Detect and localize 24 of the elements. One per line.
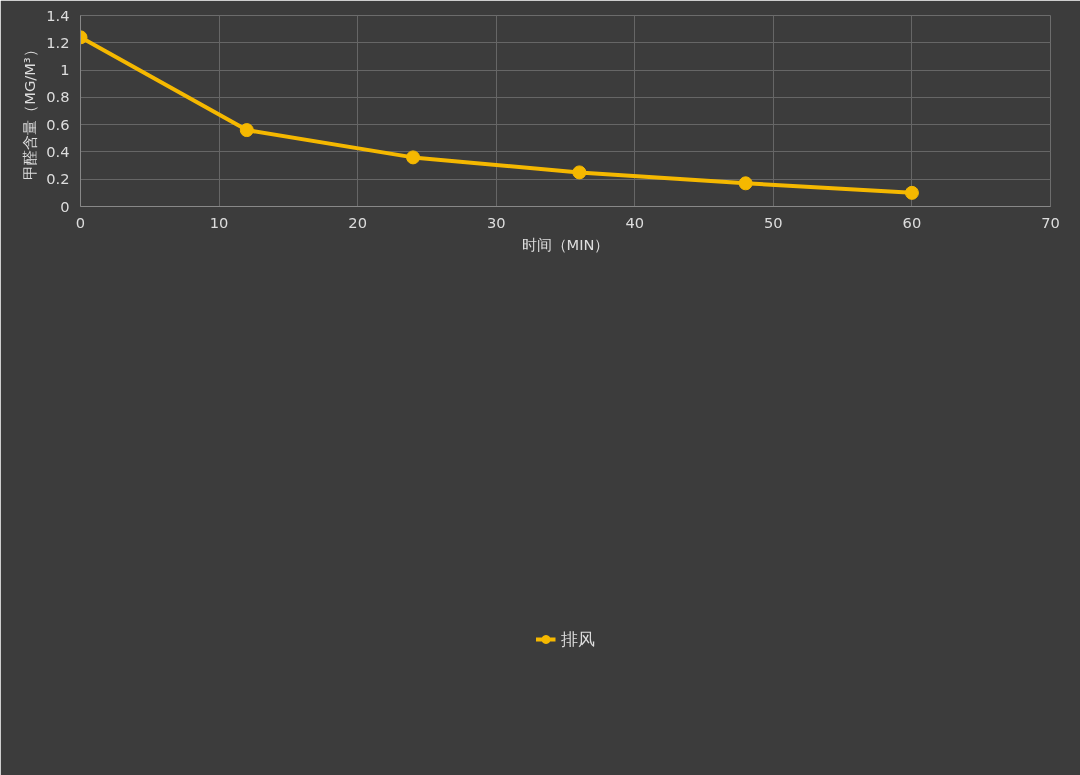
x-tick-label: 20	[348, 213, 367, 231]
y-tick-label: 0.8	[46, 88, 70, 106]
point	[406, 150, 421, 165]
point	[239, 123, 254, 138]
point	[738, 176, 753, 191]
y-tick-label: 0.6	[46, 115, 70, 133]
x-tick-label: 40	[625, 213, 645, 231]
x-tick-label: 30	[486, 213, 506, 231]
x-tick-label: 60	[902, 213, 922, 231]
x-tick-label: 10	[209, 213, 229, 231]
y-tick-label: 1.2	[46, 33, 70, 51]
x-tick-label: 0	[75, 213, 86, 231]
x-tick-label: 70	[1041, 213, 1060, 231]
y-tick-label: 0	[60, 197, 70, 215]
y-tick-label: 0.2	[46, 170, 70, 188]
y-tick-label: 1	[60, 61, 70, 79]
point	[904, 185, 919, 200]
x-axis-title: 时间（MIN）	[521, 235, 610, 253]
y-axis-title: 甲醛含量（MG/M³）	[21, 42, 39, 180]
y-tick-label: 1.4	[46, 6, 70, 24]
point	[572, 165, 587, 180]
x-tick-label: 50	[764, 213, 783, 231]
legend-label: 排风	[560, 628, 595, 651]
y-tick-label: 0.4	[46, 142, 70, 160]
